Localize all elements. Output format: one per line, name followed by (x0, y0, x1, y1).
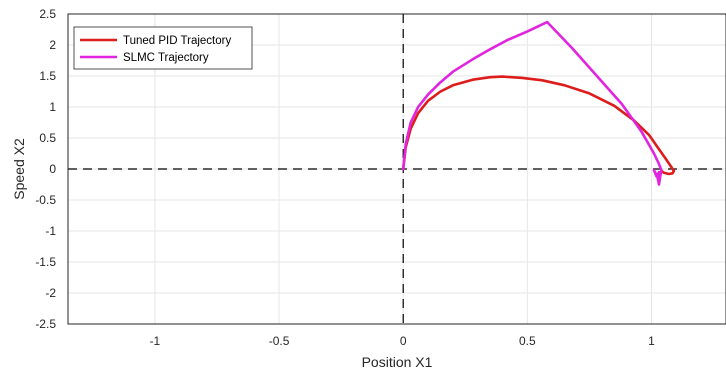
x-axis-label: Position X1 (362, 354, 433, 370)
y-tick-label: -2 (45, 286, 56, 300)
y-tick-label: 2 (49, 38, 56, 52)
y-tick-label: 1.5 (39, 69, 56, 83)
y-tick-labels: -2.5 -2 -1.5 -1 -0.5 0 0.5 1 1.5 2 2.5 (35, 7, 56, 331)
x-tick-labels: -1 -0.5 0 0.5 1 (150, 334, 656, 348)
legend-label-slmc: SLMC Trajectory (123, 52, 209, 64)
series-line-1 (401, 20, 663, 186)
x-tick-label: -0.5 (269, 334, 290, 348)
plot-area-frame (67, 13, 726, 325)
y-tick-label: -0.5 (35, 193, 56, 207)
y-tick-label: 2.5 (39, 7, 56, 21)
legend-box (73, 26, 253, 70)
y-tick-label: 1 (49, 100, 56, 114)
legend: Tuned PID Trajectory SLMC Trajectory (73, 26, 253, 70)
y-axis-label: Speed X2 (11, 138, 27, 200)
x-tick-label: -1 (150, 334, 161, 348)
x-tick-label: 0 (400, 334, 407, 348)
x-tick-label: 0.5 (519, 334, 536, 348)
y-tick-label: -1 (45, 224, 56, 238)
legend-label-pid: Tuned PID Trajectory (123, 35, 231, 47)
plot-series (401, 20, 676, 186)
y-tick-label: 0 (49, 162, 56, 176)
x-tick-label: 1 (648, 334, 655, 348)
y-tick-label: 0.5 (39, 131, 56, 145)
y-tick-label: -2.5 (35, 317, 56, 331)
series-line-0 (401, 75, 676, 176)
y-tick-label: -1.5 (35, 255, 56, 269)
